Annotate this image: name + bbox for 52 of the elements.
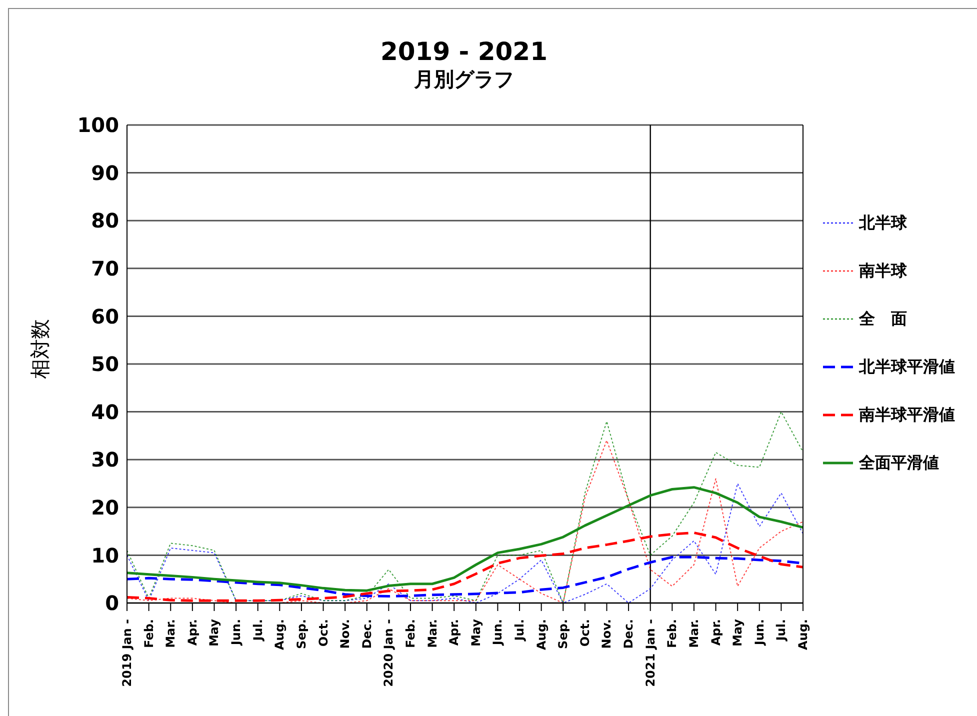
x-tick-label: Aug. (272, 619, 287, 650)
x-tick-label: Feb. (142, 619, 156, 648)
x-tick-label: Oct. (578, 619, 592, 647)
x-tick-label: May (730, 618, 745, 646)
y-tick-label: 80 (91, 208, 119, 233)
x-tick-label: Feb. (665, 619, 680, 648)
legend-label: 南半球 (859, 260, 907, 282)
x-tick-label: Dec. (360, 619, 374, 649)
y-tick-label: 50 (91, 352, 119, 376)
x-tick-label: Mar. (164, 619, 178, 648)
x-tick-label: Jul. (250, 619, 265, 642)
x-tick-label: Apr. (447, 619, 462, 646)
y-tick-label: 100 (77, 113, 119, 138)
x-tick-label: Oct. (316, 619, 330, 647)
x-tick-label: Aug. (534, 619, 548, 650)
x-tick-label: Jun. (229, 619, 244, 646)
y-tick-label: 10 (91, 543, 119, 568)
x-tick-label: Jun. (752, 619, 766, 646)
x-tick-label: Sep. (294, 619, 308, 649)
chart-subtitle: 月別グラフ (413, 66, 515, 93)
legend-label: 北半球平滑値 (859, 356, 955, 378)
x-tick-label: May (468, 618, 483, 646)
y-tick-label: 90 (91, 160, 119, 185)
x-tick-label: Apr. (185, 619, 200, 646)
x-tick-label: Nov. (338, 619, 352, 649)
x-tick-label: Jul. (774, 619, 788, 642)
x-tick-label: 2021 Jan - (643, 618, 658, 687)
y-tick-label: 30 (91, 448, 119, 472)
x-tick-label: Aug. (796, 619, 810, 650)
y-tick-label: 40 (91, 400, 119, 424)
chart-title: 2019 - 2021 (380, 37, 548, 66)
x-tick-label: Jun. (490, 619, 505, 646)
legend-label: 全面平滑値 (859, 452, 939, 474)
x-tick-label: 2020 Jan - (382, 618, 396, 687)
y-tick-label: 20 (91, 496, 119, 520)
x-tick-label: Dec. (622, 619, 636, 649)
legend-label: 全 面 (859, 308, 907, 330)
legend-label: 南半球平滑値 (859, 404, 955, 426)
x-tick-label: Mar. (425, 619, 440, 648)
legend-label: 北半球 (859, 212, 907, 234)
x-tick-label: Sep. (556, 619, 570, 649)
y-tick-label: 70 (91, 256, 119, 280)
x-tick-label: Nov. (600, 619, 614, 649)
y-axis-title: 相対数 (27, 319, 53, 379)
x-tick-label: Feb. (403, 619, 418, 648)
y-tick-label: 0 (105, 591, 119, 616)
x-tick-label: Jul. (512, 619, 527, 642)
x-tick-label: Mar. (686, 619, 701, 648)
x-tick-label: May (207, 618, 222, 646)
y-tick-label: 60 (91, 304, 119, 328)
x-tick-label: 2019 Jan - (120, 618, 134, 687)
x-tick-label: Apr. (708, 619, 723, 646)
